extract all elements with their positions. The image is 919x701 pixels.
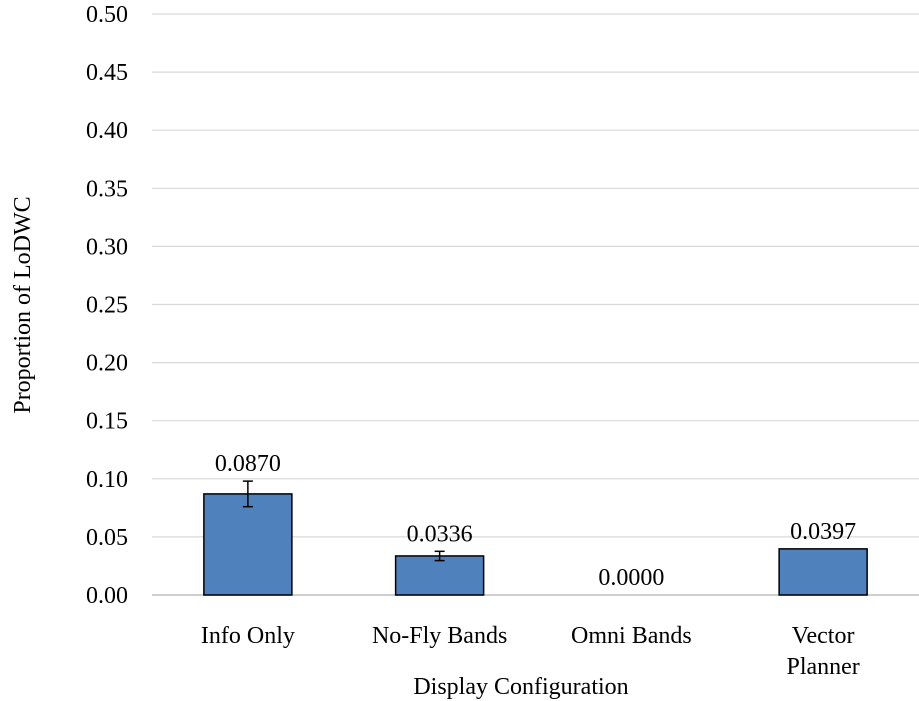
x-category-label: Omni Bands — [571, 623, 692, 649]
y-tick-labels: 0.00 0.05 0.10 0.15 0.20 0.25 0.30 0.35 0.40 0.45… — [86, 2, 128, 609]
error-bar — [242, 480, 253, 508]
x-axis-title: Display Configuration — [413, 674, 628, 700]
y-tick-label: 0.25 — [86, 293, 128, 319]
y-tick-label: 0.05 — [86, 525, 128, 551]
data-labels: 0.0870 0.0336 0.0000 0.0397 — [215, 451, 856, 591]
x-category-label-line: Info Only — [201, 623, 295, 649]
x-category-label-line: Vector — [792, 623, 855, 649]
x-category-label-line: No-Fly Bands — [372, 623, 507, 649]
data-label: 0.0870 — [215, 451, 281, 477]
y-tick-label: 0.20 — [86, 351, 128, 377]
bar — [203, 493, 293, 596]
bars — [203, 493, 868, 596]
data-label: 0.0000 — [598, 565, 664, 591]
error-bars — [242, 480, 445, 562]
x-category-labels: Info Only No-Fly Bands Omni Bands Vector Pla… — [201, 623, 860, 680]
y-tick-label: 0.30 — [86, 234, 128, 260]
x-category-label: No-Fly Bands — [372, 623, 507, 649]
y-tick-label: 0.15 — [86, 409, 128, 435]
y-axis-title: Proportion of LoDWC — [10, 196, 36, 413]
y-tick-label: 0.40 — [86, 118, 128, 144]
x-category-label: Info Only — [201, 623, 295, 649]
y-tick-label: 0.00 — [86, 583, 128, 609]
error-bar — [434, 550, 445, 562]
y-tick-label: 0.10 — [86, 467, 128, 493]
x-category-label-line: Omni Bands — [571, 623, 692, 649]
bar — [394, 555, 485, 596]
y-tick-label: 0.35 — [86, 176, 128, 202]
x-category-label-line: Planner — [786, 654, 859, 680]
y-tick-label: 0.45 — [86, 60, 128, 86]
y-tick-label: 0.50 — [86, 2, 128, 28]
bar — [778, 548, 868, 596]
data-label: 0.0336 — [407, 521, 473, 547]
x-category-label: Vector Planner — [786, 623, 859, 680]
data-label: 0.0397 — [790, 519, 856, 545]
